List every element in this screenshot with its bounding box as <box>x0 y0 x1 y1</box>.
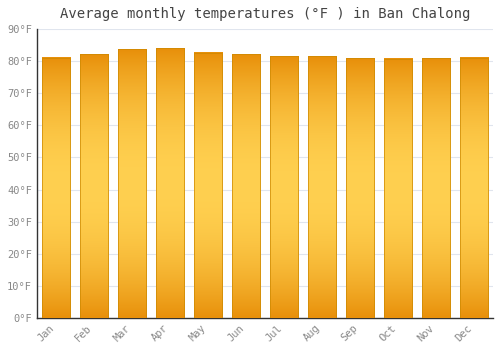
Bar <box>194 53 222 318</box>
Bar <box>308 56 336 318</box>
Bar <box>422 58 450 318</box>
Title: Average monthly temperatures (°F ) in Ban Chalong: Average monthly temperatures (°F ) in Ba… <box>60 7 470 21</box>
Bar <box>156 48 184 318</box>
Bar <box>80 54 108 318</box>
Bar <box>346 58 374 318</box>
Bar <box>118 49 146 318</box>
Bar <box>384 58 412 318</box>
Bar <box>232 54 260 318</box>
Bar <box>42 58 70 318</box>
Bar <box>270 56 298 318</box>
Bar <box>460 58 488 318</box>
